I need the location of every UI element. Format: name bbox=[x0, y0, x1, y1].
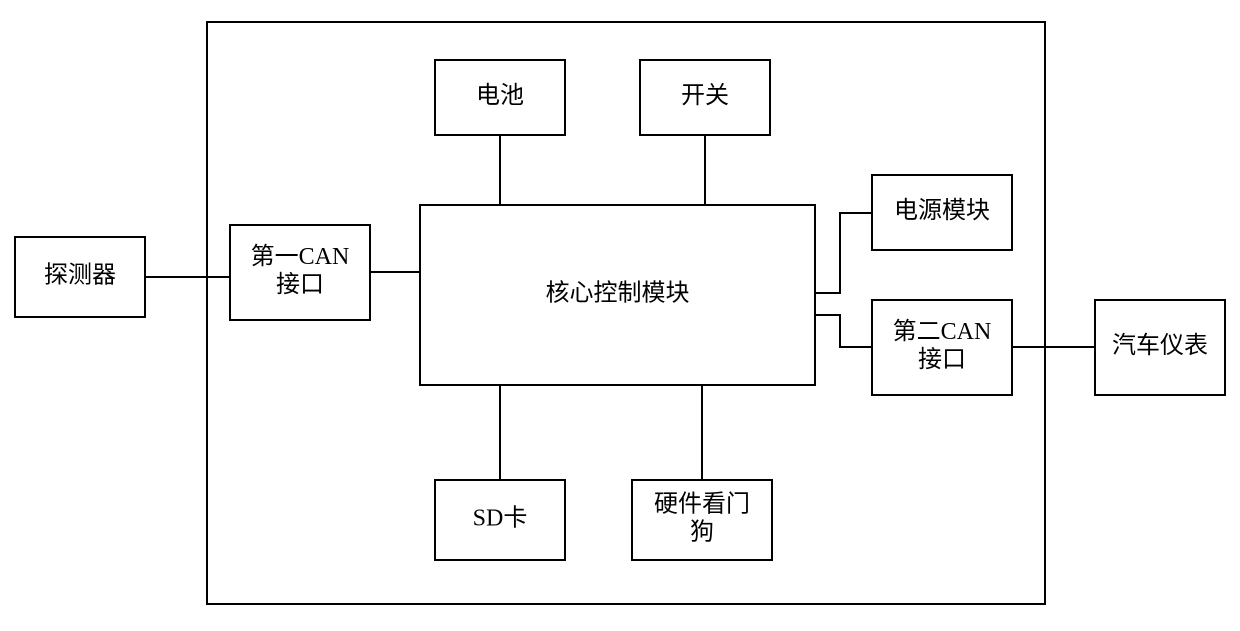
node-can2: 第二CAN接口 bbox=[872, 300, 1012, 395]
node-label: 电池 bbox=[476, 82, 524, 109]
node-label: 核心控制模块 bbox=[546, 280, 690, 307]
node-sd: SD卡 bbox=[435, 480, 565, 560]
node-label: 探测器 bbox=[44, 262, 116, 289]
connector bbox=[815, 315, 872, 347]
node-detector: 探测器 bbox=[15, 237, 145, 317]
node-label: 接口 bbox=[918, 346, 966, 373]
node-label: 开关 bbox=[681, 82, 729, 109]
node-label: 接口 bbox=[276, 271, 324, 298]
node-power: 电源模块 bbox=[872, 175, 1012, 250]
node-core: 核心控制模块 bbox=[420, 205, 815, 385]
node-label: 狗 bbox=[690, 519, 714, 546]
connector bbox=[815, 213, 872, 293]
node-can1: 第一CAN接口 bbox=[230, 225, 370, 320]
node-label: 汽车仪表 bbox=[1112, 332, 1208, 359]
node-watchdog: 硬件看门狗 bbox=[632, 480, 772, 560]
node-label: 电源模块 bbox=[894, 197, 990, 224]
node-switch: 开关 bbox=[640, 60, 770, 135]
node-label: 第二CAN bbox=[893, 318, 992, 345]
nodes-layer: 探测器第一CAN接口电池开关核心控制模块电源模块第二CAN接口SD卡硬件看门狗汽… bbox=[15, 60, 1225, 560]
node-battery: 电池 bbox=[435, 60, 565, 135]
node-label: SD卡 bbox=[473, 505, 528, 532]
node-dashboard: 汽车仪表 bbox=[1095, 300, 1225, 395]
node-label: 第一CAN bbox=[251, 243, 350, 270]
node-label: 硬件看门 bbox=[654, 491, 750, 518]
